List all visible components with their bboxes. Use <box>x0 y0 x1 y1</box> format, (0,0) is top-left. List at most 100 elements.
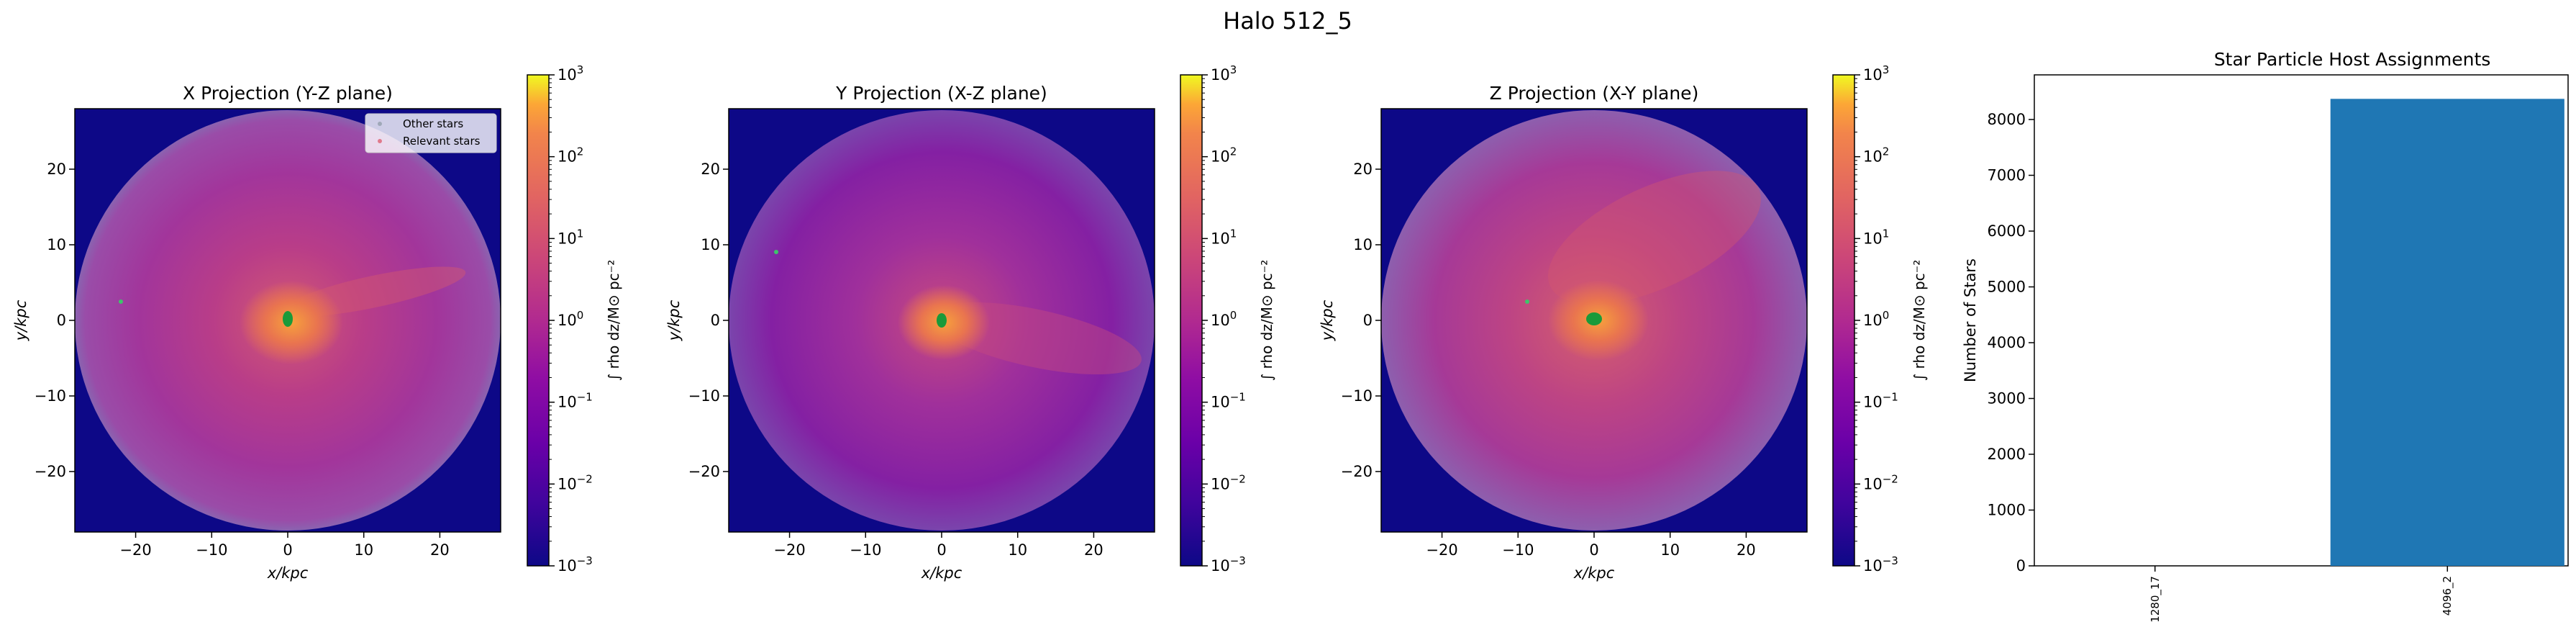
colorbar-1: ∫ rho dz/M⊙ pc⁻² <box>1180 74 1275 567</box>
gas-filament <box>1548 171 1761 305</box>
colorbar-2: ∫ rho dz/M⊙ pc⁻² <box>1832 74 1928 567</box>
legend-box <box>365 113 497 153</box>
colorbar-tick-label: 10−2 <box>1863 472 1898 492</box>
y-tick-label: 10 <box>701 236 720 253</box>
panel-title: Z Projection (X-Y plane) <box>1490 83 1699 104</box>
x-tick-label: 0 <box>283 541 292 559</box>
colorbar-0: ∫ rho dz/M⊙ pc⁻² <box>527 74 622 567</box>
y-tick-label: 10 <box>47 236 66 253</box>
legend-marker-relevant <box>378 139 382 143</box>
x-tick-label: 0 <box>937 541 946 559</box>
colorbar-tick-label: 100 <box>1863 309 1889 329</box>
legend-label-relevant: Relevant stars <box>403 135 481 148</box>
projection-panel-z: Z Projection (X-Y plane) x/kpc y/kpc <box>1319 83 1808 582</box>
bar <box>2330 99 2564 566</box>
star-point <box>1525 299 1529 304</box>
colorbar-tick-label: 10−1 <box>1863 391 1898 411</box>
y-tick-label: 20 <box>701 161 720 178</box>
projection-panel-x: X Projection (Y-Z plane) Other stars Rel… <box>12 83 501 582</box>
bar-y-tick-label: 1000 <box>1988 502 2026 519</box>
y-tick-label: −20 <box>35 463 66 480</box>
x-tick-label: −10 <box>1502 541 1534 559</box>
bar-y-tick-label: 0 <box>2016 557 2026 574</box>
colorbar-tick-label: 100 <box>1211 309 1237 329</box>
y-tick-label: 20 <box>47 161 66 178</box>
x-tick-label: 20 <box>1737 541 1756 559</box>
colorbar-tick-label: 10−3 <box>1211 554 1246 574</box>
panel-title: X Projection (Y-Z plane) <box>183 83 393 104</box>
x-tick-label: −10 <box>850 541 881 559</box>
figure-title: Halo 512_5 <box>1223 7 1352 35</box>
y-tick-label: −10 <box>35 387 66 405</box>
galaxy-stars <box>1586 312 1602 325</box>
y-tick-label: −10 <box>1341 387 1373 405</box>
colorbar-tick-label: 10−1 <box>1211 391 1246 411</box>
bar-y-tick-label: 6000 <box>1988 222 2026 240</box>
x-tick-label: 10 <box>1008 541 1027 559</box>
y-axis-label: Number of Stars <box>1962 258 1979 382</box>
colorbar-tick-label: 101 <box>1863 227 1889 247</box>
colorbar-label: ∫ rho dz/M⊙ pc⁻² <box>1258 260 1275 382</box>
galaxy-stars <box>937 313 947 328</box>
bar-category-label: 4096_2 <box>2441 576 2454 616</box>
x-tick-label: −20 <box>773 541 805 559</box>
y-tick-label: −10 <box>688 387 720 405</box>
x-axis-label: x/kpc <box>921 564 962 582</box>
y-tick-label: −20 <box>1341 463 1373 480</box>
x-tick-label: −10 <box>196 541 227 559</box>
y-tick-label: 0 <box>57 312 66 329</box>
y-tick-label: −20 <box>688 463 720 480</box>
colorbar-tick-label: 10−3 <box>557 554 593 574</box>
legend: Other stars Relevant stars <box>365 113 497 153</box>
bar-y-tick-label: 7000 <box>1988 167 2026 184</box>
y-axis-label: y/kpc <box>1319 299 1336 341</box>
galaxy-stars <box>283 311 293 327</box>
y-axis-label: y/kpc <box>665 299 683 341</box>
legend-label-other: Other stars <box>403 117 463 130</box>
x-tick-label: −20 <box>119 541 151 559</box>
bar-chart-panel: Star Particle Host Assignments Number of… <box>1962 49 2569 567</box>
bar-y-tick-label: 3000 <box>1988 390 2026 407</box>
y-axis-label: y/kpc <box>12 299 29 341</box>
colorbar-gradient <box>1180 74 1203 567</box>
colorbar-tick-label: 10−2 <box>557 472 593 492</box>
legend-marker-other <box>378 122 382 126</box>
colorbar-gradient <box>1832 74 1855 567</box>
bar-y-tick-label: 8000 <box>1988 111 2026 128</box>
x-tick-label: 10 <box>354 541 373 559</box>
x-axis-label: x/kpc <box>267 564 309 582</box>
x-tick-label: 0 <box>1589 541 1598 559</box>
y-tick-label: 0 <box>711 312 720 329</box>
colorbar-tick-label: 101 <box>1211 227 1237 247</box>
colorbar-tick-label: 100 <box>557 309 583 329</box>
bar-y-tick-label: 4000 <box>1988 334 2026 351</box>
colorbar-tick-label: 103 <box>1863 63 1889 84</box>
x-tick-label: 10 <box>1660 541 1680 559</box>
colorbar-tick-label: 10−1 <box>557 391 593 411</box>
star-point <box>774 250 778 254</box>
colorbar-tick-label: 102 <box>1211 145 1237 166</box>
y-tick-label: 20 <box>1353 161 1373 178</box>
colorbar-tick-label: 10−2 <box>1211 472 1246 492</box>
plot-frame <box>2034 74 2569 567</box>
x-tick-label: 20 <box>430 541 450 559</box>
colorbar-tick-label: 102 <box>1863 145 1889 166</box>
bar-y-tick-label: 5000 <box>1988 279 2026 296</box>
colorbar-tick-label: 102 <box>557 145 583 166</box>
colorbar-gradient <box>527 74 550 567</box>
bar-y-tick-label: 2000 <box>1988 446 2026 463</box>
colorbar-label: ∫ rho dz/M⊙ pc⁻² <box>1911 260 1928 382</box>
y-tick-label: 10 <box>1353 236 1373 253</box>
colorbar-tick-label: 103 <box>557 63 583 84</box>
x-tick-label: 20 <box>1084 541 1103 559</box>
bar-chart-title: Star Particle Host Assignments <box>2214 49 2491 70</box>
colorbar-tick-label: 10−3 <box>1863 554 1898 574</box>
panel-title: Y Projection (X-Z plane) <box>835 83 1047 104</box>
colorbar-tick-label: 103 <box>1211 63 1237 84</box>
x-axis-label: x/kpc <box>1573 564 1615 582</box>
star-point <box>119 299 123 304</box>
colorbar-label: ∫ rho dz/M⊙ pc⁻² <box>605 260 622 382</box>
y-tick-label: 0 <box>1363 312 1373 329</box>
